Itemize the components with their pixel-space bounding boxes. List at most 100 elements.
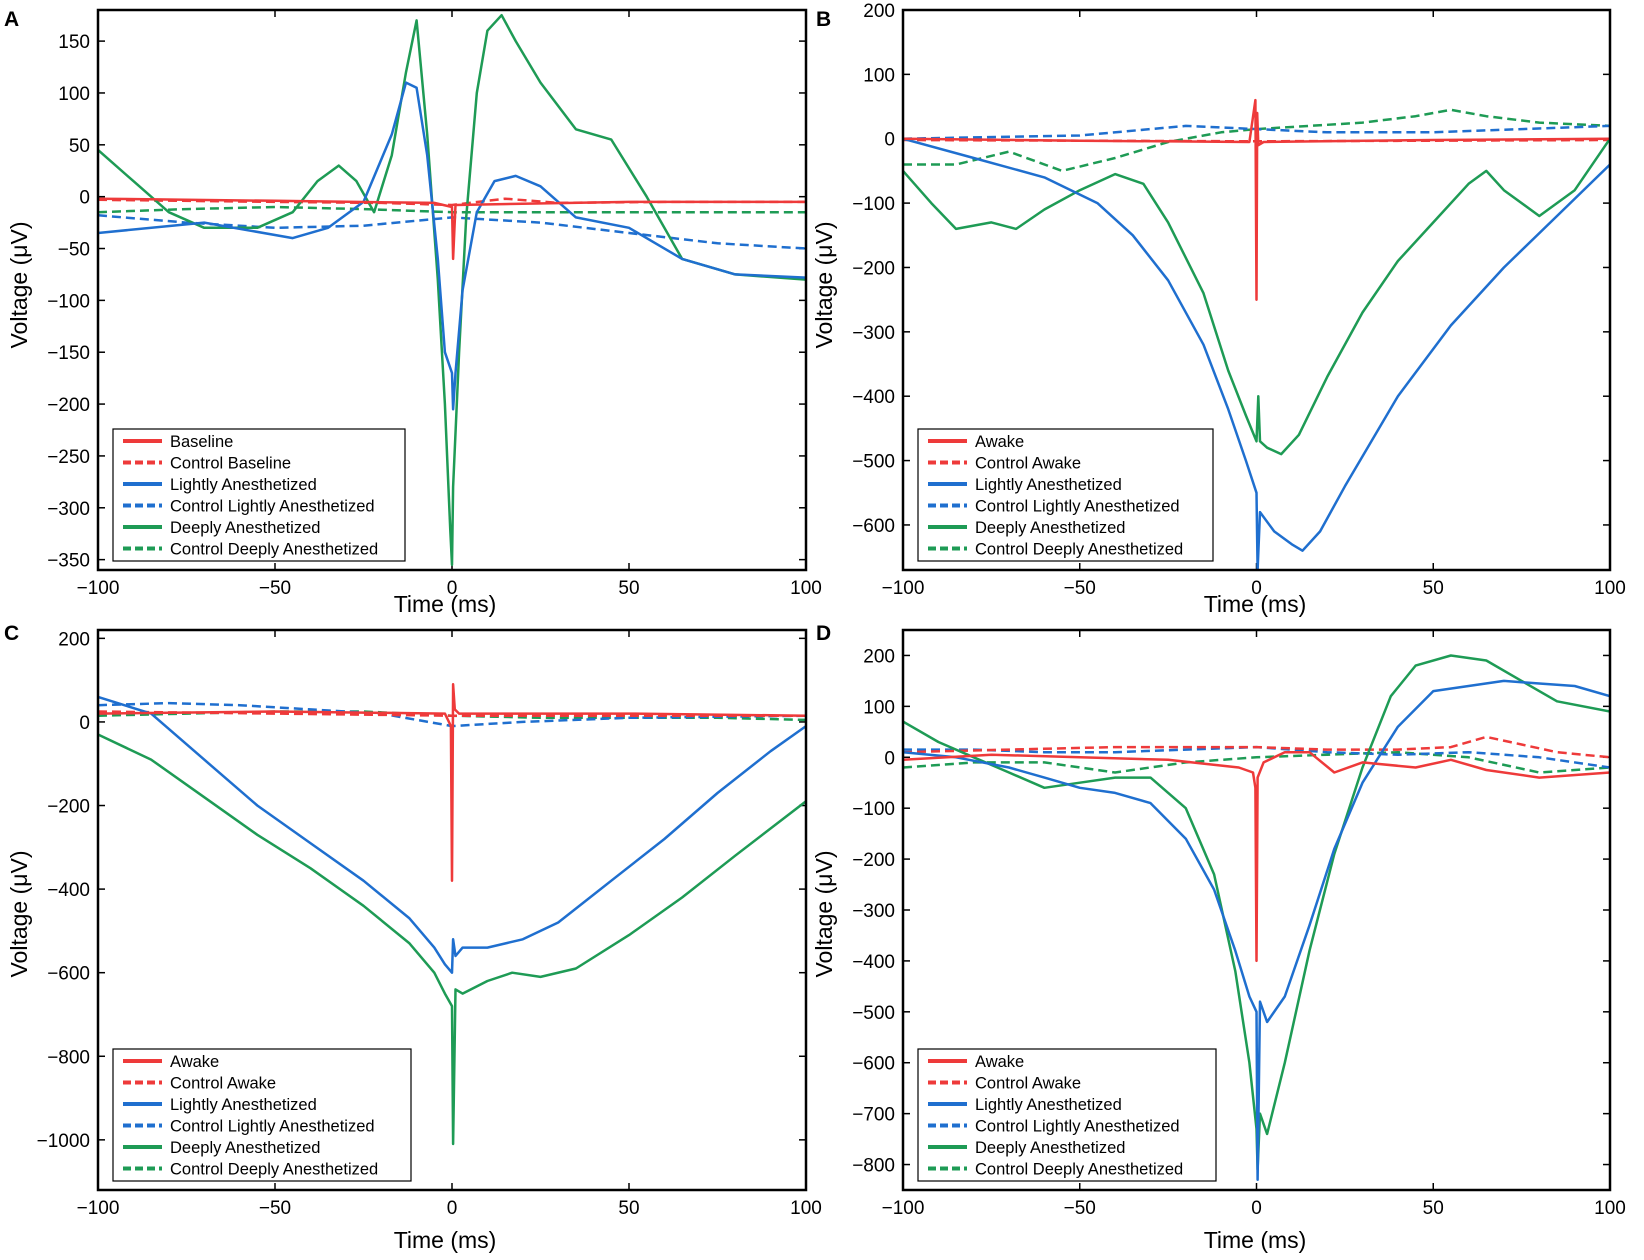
- panel-a-ytick-label: −150: [47, 343, 90, 364]
- panel-b-ytick-label: 200: [863, 1, 895, 22]
- panel-b-legend-box: [917, 428, 1214, 562]
- panel-a-ytick-label: 100: [58, 84, 90, 105]
- panel-b-ytick-label: −400: [852, 387, 895, 408]
- panel-b-series-group: [903, 98, 1610, 570]
- panel-d-axes-frame: [901, 628, 1612, 1192]
- panel-d-legend-label: Control Awake: [975, 1075, 1081, 1093]
- panel-d-legend-label: Control Lightly Anesthetized: [975, 1118, 1180, 1136]
- panel-D-ylabel: Voltage (μV): [811, 850, 837, 977]
- panel-b-series-deeply-anesthetized: [903, 137, 1610, 456]
- panel-c-series-lightly-anesthetized: [98, 695, 806, 974]
- panel-c-legend-label: Deeply Anesthetized: [170, 1139, 320, 1157]
- panel-a-legend-label: Control Lightly Anesthetized: [170, 498, 375, 516]
- panel-b-axes-frame: [901, 8, 1612, 572]
- panel-d-xtick-label: 100: [1594, 1198, 1626, 1219]
- panel-a-ytick-label: 50: [69, 136, 90, 157]
- panel-c-xtick-label: 50: [618, 1198, 639, 1219]
- panel-d-legend-box: [917, 1048, 1217, 1182]
- panel-b-legend-label: Deeply Anesthetized: [975, 519, 1125, 537]
- panel-A: A Time (ms) Voltage (μV) −100 −50 0 50 100 −3…: [4, 8, 822, 617]
- panel-d-ytick-label: −100: [852, 799, 895, 820]
- panel-d-legend-label: Lightly Anesthetized: [975, 1096, 1122, 1114]
- panel-a-legend-label: Deeply Anesthetized: [170, 519, 320, 537]
- panel-a-ytick-label: 150: [58, 32, 90, 53]
- panel-a-series-baseline: [98, 197, 806, 261]
- panel-d-ytick-label: −600: [852, 1054, 895, 1075]
- panel-D: D Time (ms) Voltage (μV) −100 −50 0 50 100−8…: [811, 622, 1626, 1253]
- panel-a-ytick-label: −350: [47, 551, 90, 572]
- panel-c-axes-frame: [96, 628, 808, 1192]
- panel-a-xtick-label: 100: [790, 578, 822, 599]
- panel-a-xtick-label: 0: [447, 578, 458, 599]
- panel-a-series-group: [98, 13, 806, 567]
- panel-d-legend-label: Awake: [975, 1053, 1024, 1071]
- panel-d-legend: Awake Control Awake Lightly Anesthetized Co…: [917, 1048, 1217, 1182]
- panel-b-legend-label: Awake: [975, 433, 1024, 451]
- panel-a-series-lightly-anesthetized: [98, 81, 806, 411]
- panel-c-legend: Awake Control Awake Lightly Anesthetized Co…: [112, 1048, 412, 1182]
- panel-d-legend-label: Deeply Anesthetized: [975, 1139, 1125, 1157]
- panel-B: B Time (ms) Voltage (μV) −100 −50 0 50 100−6…: [811, 1, 1626, 617]
- panel-c-ytick-label: −400: [47, 880, 90, 901]
- panel-a-ytick-label: −200: [47, 395, 90, 416]
- panel-b-ytick-label: 0: [884, 130, 895, 151]
- panel-C-xlabel: Time (ms): [394, 1227, 497, 1253]
- panel-b-xtick-label: −100: [882, 578, 925, 599]
- panel-a-axes-frame: [96, 8, 808, 572]
- panel-a-legend: Baseline Control Baseline Lightly Anesthet…: [112, 428, 406, 562]
- panel-c-ytick-label: −800: [47, 1047, 90, 1068]
- panel-B-ylabel: Voltage (μV): [811, 221, 837, 348]
- panel-c-series-awake: [98, 683, 806, 882]
- panel-a-legend-label: Control Deeply Anesthetized: [170, 541, 378, 559]
- panel-c-ytick-label: −200: [47, 797, 90, 818]
- panel-a-legend-label: Lightly Anesthetized: [170, 476, 317, 494]
- panel-d-series-control-deeply-anesthetized: [903, 750, 1610, 774]
- panel-C-ylabel: Voltage (μV): [6, 850, 32, 977]
- panel-d-ytick-label: −300: [852, 901, 895, 922]
- panel-d-xtick-label: −50: [1064, 1198, 1096, 1219]
- panel-a-ytick-label: −300: [47, 499, 90, 520]
- panel-d-series-awake: [903, 750, 1610, 963]
- panel-b-ytick-label: −600: [852, 516, 895, 537]
- panel-B-letter: B: [816, 8, 831, 31]
- panel-B-xlabel: Time (ms): [1204, 591, 1307, 617]
- panel-d-ytick-label: −500: [852, 1003, 895, 1024]
- panel-a-xtick-label: −100: [77, 578, 120, 599]
- panel-b-series-awake: [903, 98, 1610, 301]
- panel-d-series-group: [903, 654, 1610, 1182]
- panel-b-xtick-label: 0: [1251, 578, 1262, 599]
- panel-C-letter: C: [4, 622, 19, 645]
- panel-a-ytick-label: −250: [47, 447, 90, 468]
- panel-a-legend-box: [112, 428, 406, 562]
- panel-c-legend-label: Control Lightly Anesthetized: [170, 1118, 375, 1136]
- panel-D-xlabel: Time (ms): [1204, 1227, 1307, 1253]
- panel-b-ytick-label: −200: [852, 258, 895, 279]
- panel-A-xlabel: Time (ms): [394, 591, 497, 617]
- panel-D-letter: D: [816, 622, 831, 645]
- panel-c-xtick-label: −50: [259, 1198, 291, 1219]
- panel-c-ytick-label: 200: [58, 629, 90, 650]
- panel-c-xtick-label: 100: [790, 1198, 822, 1219]
- panel-d-xtick-label: −100: [882, 1198, 925, 1219]
- panel-b-ytick-label: −500: [852, 452, 895, 473]
- panel-a-xtick-label: −50: [259, 578, 291, 599]
- panel-d-ytick-label: −700: [852, 1105, 895, 1126]
- panel-c-xtick-label: −100: [77, 1198, 120, 1219]
- panel-c-series-group: [98, 683, 806, 1146]
- panel-a-ytick-label: 0: [79, 188, 90, 209]
- panel-b-ytick-label: 100: [863, 65, 895, 86]
- panel-d-xtick-label: 0: [1251, 1198, 1262, 1219]
- panel-c-ytick-label: −600: [47, 964, 90, 985]
- panel-a-ytick-label: −100: [47, 291, 90, 312]
- panel-b-legend-label: Control Deeply Anesthetized: [975, 541, 1183, 559]
- panel-b-ytick-label: −100: [852, 194, 895, 215]
- panel-d-ytick-label: −200: [852, 850, 895, 871]
- panel-c-legend-label: Control Deeply Anesthetized: [170, 1161, 378, 1179]
- panel-b-legend: Awake Control Awake Lightly Anesthetized Co…: [917, 428, 1214, 562]
- panel-d-ytick-label: 200: [863, 646, 895, 667]
- panel-d-xtick-label: 50: [1423, 1198, 1444, 1219]
- panel-a-ytick-label: −50: [58, 240, 90, 261]
- panel-c-legend-box: [112, 1048, 412, 1182]
